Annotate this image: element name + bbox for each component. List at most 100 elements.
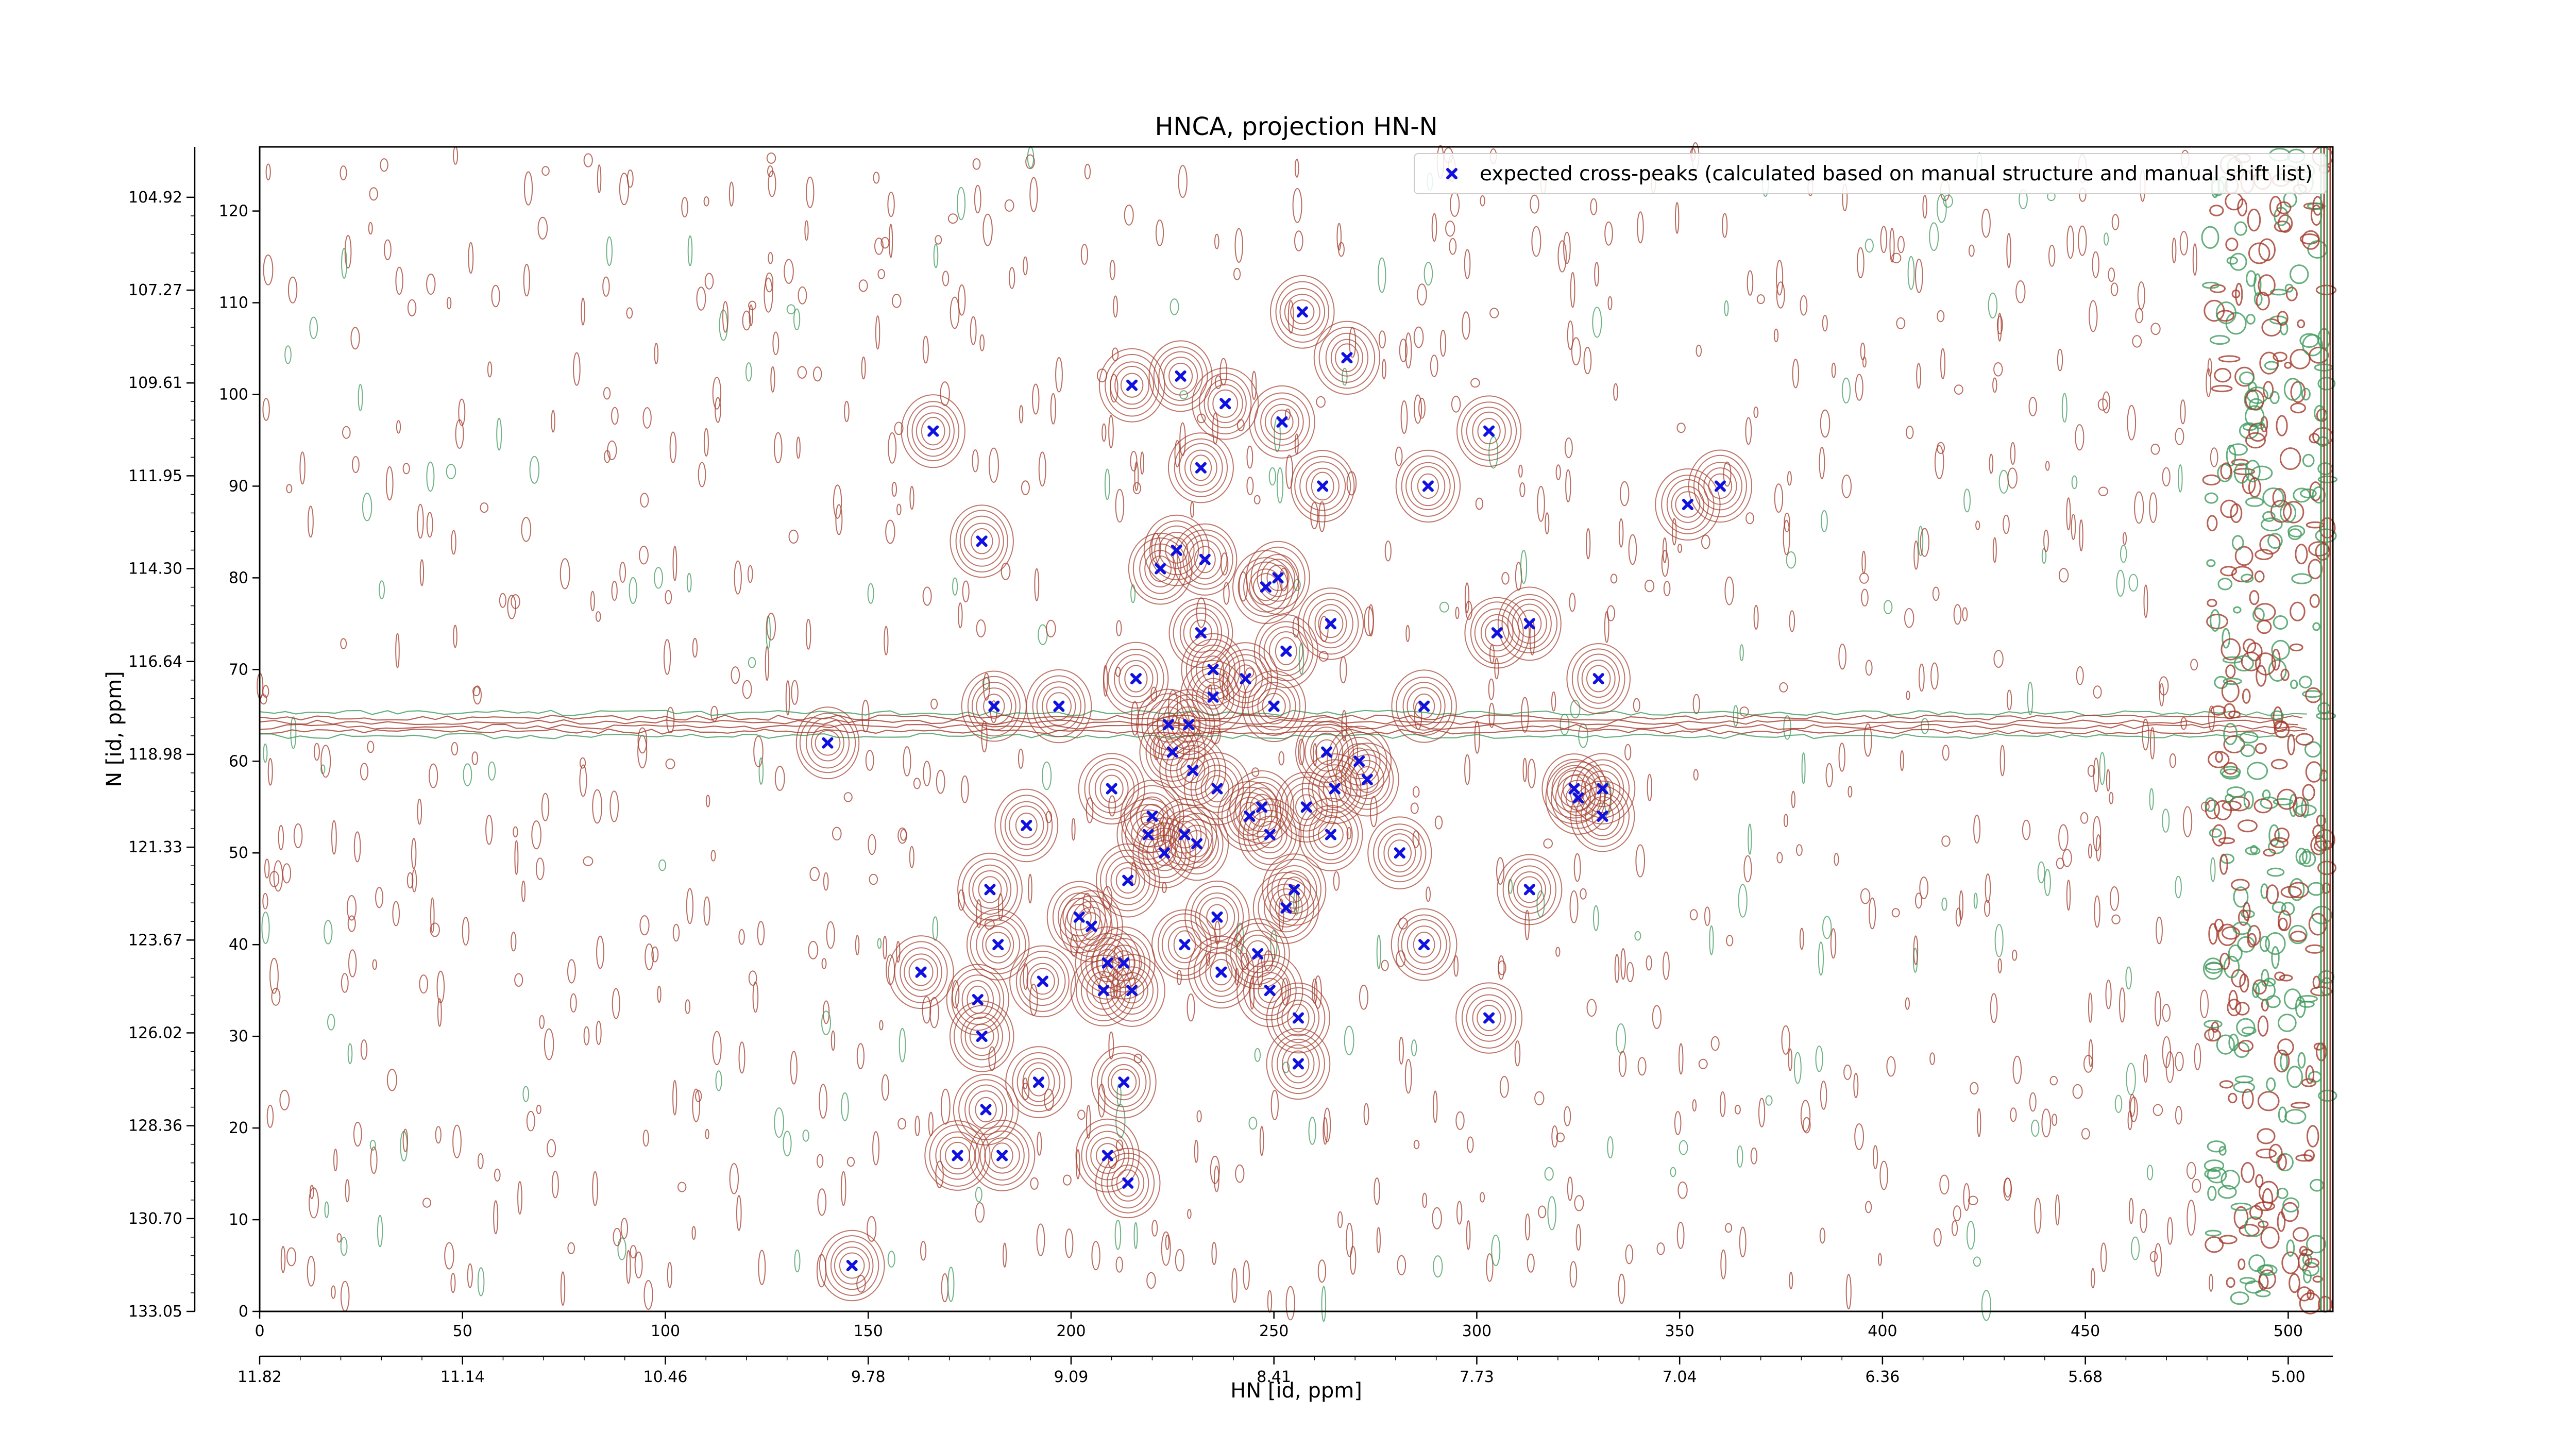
- legend-marker-glyph: [1446, 168, 1458, 179]
- peak-contour: [1387, 839, 1412, 867]
- noise-contour: [1758, 1098, 1766, 1127]
- noise-contour: [1115, 1256, 1123, 1273]
- noise-contour: [1569, 890, 1579, 923]
- noise-contour: [883, 936, 887, 959]
- noise-contour: [1941, 835, 1951, 847]
- edge-artifact-contour: [2220, 462, 2232, 480]
- noise-contour: [891, 482, 897, 497]
- noise-contour: [797, 366, 807, 379]
- edge-artifact-contour: [2211, 824, 2226, 847]
- y-index-tick-label: 10: [229, 1211, 248, 1229]
- noise-contour: [336, 1233, 342, 1243]
- noise-contour: [1431, 213, 1437, 242]
- peak-contour: [1136, 688, 1201, 761]
- y-index-tick-label: 120: [219, 203, 248, 221]
- cross-peak-marker: [980, 1104, 992, 1116]
- noise-contour: [451, 530, 456, 555]
- noise-contour: [1737, 1145, 1743, 1168]
- noise-contour: [1743, 855, 1752, 883]
- edge-artifact-contour: [2252, 608, 2265, 622]
- peak-contour: [1026, 963, 1059, 1000]
- noise-contour: [2109, 886, 2120, 911]
- y-index-tick-label: 40: [229, 936, 248, 954]
- noise-contour: [2094, 895, 2100, 928]
- cross-peak-marker: [1523, 618, 1535, 630]
- noise-contour: [1967, 1221, 1975, 1250]
- noise-contour: [772, 331, 779, 356]
- noise-contour: [768, 252, 773, 264]
- edge-artifact-contour: [2255, 980, 2276, 1001]
- noise-contour: [2100, 1242, 2107, 1272]
- noise-contour: [1676, 423, 1686, 433]
- noise-contour: [1397, 1255, 1406, 1276]
- noise-contour: [1696, 344, 1702, 357]
- y-ppm-tick-label: 123.67: [128, 931, 182, 949]
- noise-contour: [1841, 377, 1851, 403]
- peak-contour: [1119, 978, 1145, 1004]
- noise-contour: [1161, 1231, 1171, 1266]
- noise-contour: [1646, 955, 1652, 971]
- cross-peak-marker: [1682, 499, 1693, 511]
- edge-artifact-contour: [2210, 705, 2226, 716]
- noise-contour: [536, 1104, 541, 1115]
- edge-artifact-contour: [2292, 1227, 2309, 1242]
- peak-contour: [1175, 819, 1219, 869]
- edge-artifact-contour: [2239, 1224, 2260, 1237]
- noise-contour: [784, 259, 794, 284]
- noise-contour: [1211, 1242, 1217, 1265]
- noise-contour: [1222, 672, 1229, 701]
- noise-contour: [1750, 1147, 1758, 1165]
- edge-artifact-contour: [2287, 734, 2296, 755]
- peak-contour: [1270, 275, 1335, 349]
- noise-contour: [1455, 606, 1460, 619]
- noise-contour: [2142, 718, 2149, 751]
- peak-contour: [1391, 669, 1457, 743]
- edge-artifact-contour: [2249, 1205, 2263, 1220]
- noise-contour: [1677, 1181, 1688, 1199]
- peak-contour: [1555, 774, 1601, 822]
- peak-contour: [1012, 1052, 1065, 1113]
- noise-contour: [802, 1130, 809, 1142]
- noise-contour: [273, 860, 283, 892]
- noise-contour: [808, 941, 819, 959]
- peak-contour: [1277, 993, 1320, 1043]
- noise-contour: [1793, 1052, 1802, 1084]
- noise-contour: [451, 742, 459, 756]
- cross-peak-marker: [1037, 975, 1048, 987]
- noise-contour: [287, 276, 298, 304]
- edge-artifact-contour: [2228, 1033, 2239, 1052]
- noise-contour: [1556, 1132, 1565, 1142]
- peak-contour: [1111, 1165, 1145, 1202]
- noise-contour: [1412, 786, 1420, 798]
- peak-contour: [1275, 894, 1297, 922]
- peak-contour: [1263, 883, 1309, 933]
- noise-contour: [1989, 453, 1994, 474]
- noise-contour: [1739, 644, 1744, 661]
- cross-peak-marker: [1032, 1076, 1044, 1088]
- edge-artifact-contour: [2302, 453, 2315, 467]
- x-axis-label: HN [id, ppm]: [1230, 1379, 1362, 1403]
- noise-contour: [1555, 947, 1561, 957]
- noise-contour: [1520, 550, 1528, 584]
- noise-contour: [1973, 1256, 1981, 1267]
- peak-contour: [1139, 716, 1206, 788]
- y-ppm-tick-label: 116.64: [128, 653, 182, 671]
- edge-artifact-contour: [2255, 1289, 2271, 1298]
- peak-contour: [1184, 880, 1250, 954]
- x-index-tick-label: 0: [255, 1322, 264, 1340]
- noise-contour: [630, 1245, 637, 1259]
- noise-contour: [1933, 1228, 1942, 1247]
- edge-artifact-contour: [2278, 910, 2292, 932]
- noise-contour: [1678, 1043, 1684, 1075]
- noise-contour: [1792, 359, 1800, 389]
- noise-contour: [1080, 244, 1088, 265]
- edge-artifact-contour: [2245, 432, 2266, 449]
- edge-artifact-contour: [2299, 851, 2316, 867]
- noise-contour: [1046, 619, 1056, 638]
- peak-contour: [1331, 732, 1387, 791]
- edge-artifact-contour: [2280, 886, 2302, 898]
- peak-contour: [1030, 968, 1055, 995]
- peak-contour: [1585, 796, 1620, 836]
- edge-artifact-contour: [2301, 230, 2320, 250]
- noise-contour: [468, 242, 474, 274]
